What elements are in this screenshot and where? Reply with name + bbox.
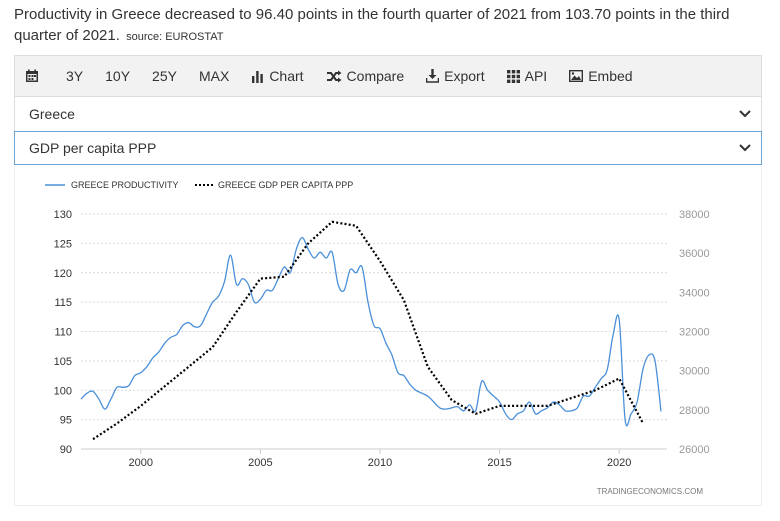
chart-container: 90 95 100 105 110 115 120 125 130 26000 28000 3000… [14,166,762,506]
y-right-tick-label: 26000 [679,444,710,456]
y-right-tick-label: 30000 [679,366,710,378]
y-axis-right: 26000 28000 30000 32000 34000 36000 38000 [679,209,710,456]
y-right-tick-label: 38000 [679,209,710,221]
shuffle-icon [326,70,342,83]
y-left-tick-label: 120 [54,268,72,280]
headline: Productivity in Greece decreased to 96.4… [14,4,770,48]
export-button[interactable]: Export [426,68,485,84]
y-left-tick-label: 95 [60,415,72,427]
y-left-tick-label: 100 [54,385,72,397]
toolbar: 3Y 10Y 25Y MAX Chart Compare Export API … [14,55,762,97]
export-label: Export [444,68,485,84]
y-right-tick-label: 34000 [679,287,710,299]
bar-chart-icon [251,70,264,83]
x-tick-label: 2005 [248,457,272,469]
compare-label: Compare [346,68,405,84]
download-icon [426,69,440,83]
x-tick-label: 2020 [607,457,631,469]
chevron-down-icon [739,107,751,121]
embed-button[interactable]: Embed [569,68,633,84]
y-left-tick-label: 110 [54,327,72,339]
legend-label-gdp: GREECE GDP PER CAPITA PPP [218,180,353,190]
api-label: API [524,68,548,84]
range-3y-button[interactable]: 3Y [66,68,84,84]
y-axis-left: 90 95 100 105 110 115 120 125 130 [54,209,72,456]
range-max-button[interactable]: MAX [198,68,230,84]
y-left-tick-label: 105 [54,356,72,368]
chart-button[interactable]: Chart [251,68,304,84]
legend: GREECE PRODUCTIVITY GREECE GDP PER CAPIT… [45,180,353,190]
series-line-productivity [80,236,662,427]
y-right-tick-label: 36000 [679,248,710,260]
range-10y-button[interactable]: 10Y [105,68,131,84]
chart: 90 95 100 105 110 115 120 125 130 26000 28000 3000… [45,180,710,496]
range-25y-button[interactable]: 25Y [152,68,177,84]
grid-icon [506,69,520,83]
x-tick-label: 2015 [487,457,511,469]
x-tick-label: 2010 [368,457,392,469]
api-button[interactable]: API [506,68,548,84]
indicator-select[interactable]: GDP per capita PPP [14,131,762,165]
y-right-tick-label: 28000 [679,405,710,417]
y-left-tick-label: 125 [54,238,72,250]
country-select[interactable]: Greece [14,97,762,131]
source-label: source: EUROSTAT [126,31,224,43]
grid-lines [81,213,667,450]
chart-label: Chart [269,68,304,84]
y-left-tick-label: 130 [54,209,72,221]
indicator-select-value: GDP per capita PPP [29,140,157,156]
chevron-down-icon [739,141,751,155]
y-left-tick-label: 115 [54,297,72,309]
calendar-icon [25,69,39,83]
country-select-value: Greece [29,106,75,122]
compare-button[interactable]: Compare [326,68,405,84]
y-left-tick-label: 90 [60,444,72,456]
calendar-button[interactable] [25,69,44,83]
x-tick-label: 2000 [129,457,153,469]
y-right-tick-label: 32000 [679,327,710,339]
series-lines [80,220,662,441]
legend-label-productivity: GREECE PRODUCTIVITY [71,180,179,190]
image-icon [569,70,584,82]
watermark: TRADINGECONOMICS.COM [597,487,704,496]
embed-label: Embed [588,68,633,84]
headline-text: Productivity in Greece decreased to 96.4… [14,6,730,44]
series-line-gdp [92,220,645,441]
x-axis: 2000 2005 2010 2015 2020 [81,448,667,469]
